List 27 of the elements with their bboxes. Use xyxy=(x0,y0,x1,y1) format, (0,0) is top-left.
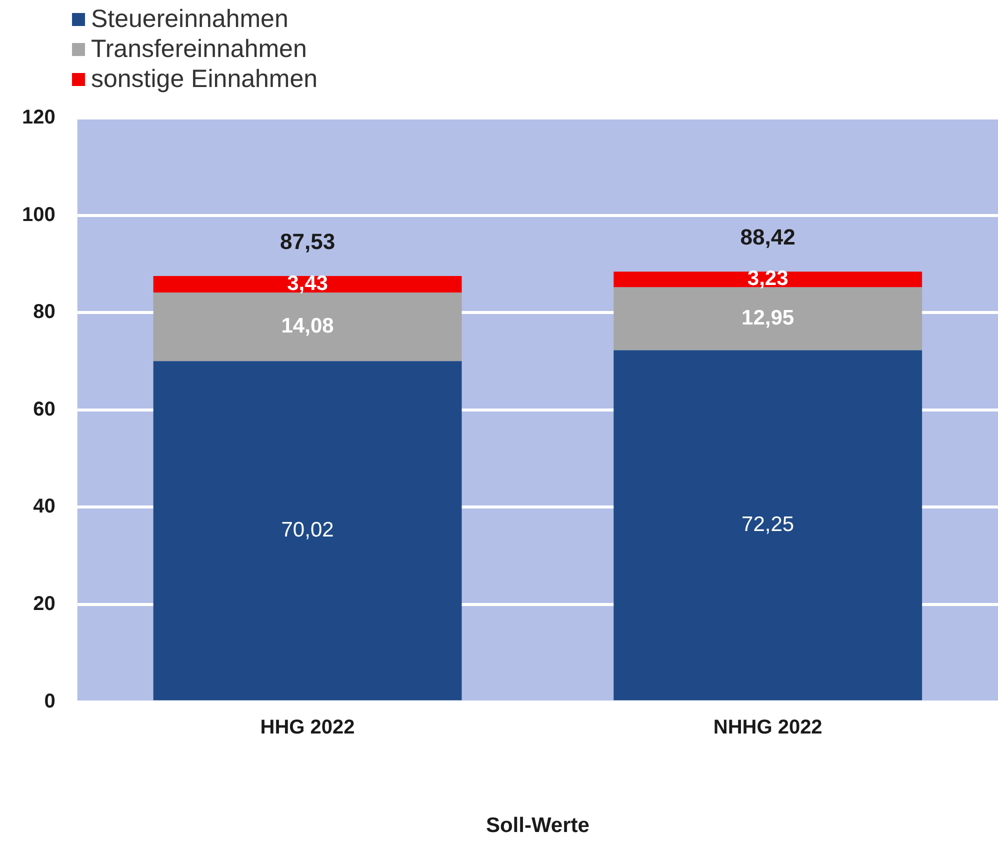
bar xyxy=(614,287,922,350)
y-tick-label: 40 xyxy=(33,496,56,518)
y-tick-label: 100 xyxy=(22,204,56,226)
y-tick-label: 0 xyxy=(44,690,56,712)
data-label: 12,95 xyxy=(742,306,794,330)
x-axis-title: Soll-Werte xyxy=(486,814,590,838)
x-tick-label: NHHG 2022 xyxy=(713,716,822,738)
bar xyxy=(153,361,462,700)
bar xyxy=(153,292,462,362)
bar xyxy=(153,276,462,293)
data-label: 72,25 xyxy=(742,513,794,536)
data-label: 3,43 xyxy=(287,272,328,296)
x-tick-label: HHG 2022 xyxy=(260,716,355,738)
bar xyxy=(614,272,922,288)
data-label: 3,23 xyxy=(747,267,788,290)
legend-label: Transfereinnahmen xyxy=(91,34,307,64)
total-label: 88,42 xyxy=(740,224,796,250)
legend-label: sonstige Einnahmen xyxy=(91,64,318,94)
legend-label: Steuereinnahmen xyxy=(91,4,288,34)
total-label: 87,53 xyxy=(280,229,336,254)
data-label: 14,08 xyxy=(281,314,334,338)
y-tick-label: 80 xyxy=(33,301,56,324)
y-tick-label: 60 xyxy=(33,398,56,420)
bar xyxy=(614,350,922,700)
data-label: 70,02 xyxy=(281,518,334,542)
y-tick-label: 20 xyxy=(33,593,56,616)
y-tick-label: 120 xyxy=(22,106,56,129)
